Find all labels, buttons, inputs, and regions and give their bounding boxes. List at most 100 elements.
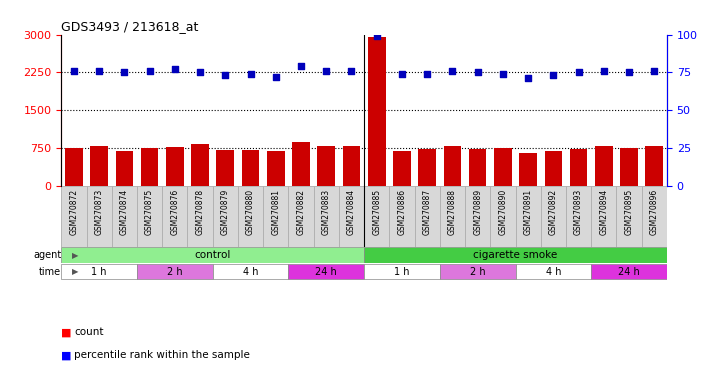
Bar [317,146,335,186]
Text: GSM270879: GSM270879 [221,189,230,235]
Text: GSM270892: GSM270892 [549,189,558,235]
Bar [440,186,465,247]
Point [624,70,635,76]
Bar [238,186,263,247]
Point [321,68,332,74]
Text: ▶: ▶ [72,267,79,276]
Bar [368,37,386,186]
Bar [541,186,566,247]
Bar [292,142,310,186]
Point [195,70,206,76]
Point [346,68,358,74]
Bar [61,186,87,247]
Point [296,63,307,70]
Bar [242,150,260,186]
Text: GSM270881: GSM270881 [271,189,280,235]
Bar [516,264,591,280]
Bar [61,248,364,263]
Bar [137,264,213,280]
Text: GSM270880: GSM270880 [246,189,255,235]
Text: 1 h: 1 h [394,267,410,277]
Bar [339,186,364,247]
Point [472,70,484,76]
Bar [213,264,288,280]
Bar [90,146,108,186]
Text: 24 h: 24 h [618,267,640,277]
Text: GSM270886: GSM270886 [397,189,407,235]
Bar [364,186,389,247]
Bar [267,151,285,186]
Bar [490,186,516,247]
Point [220,73,231,79]
Text: GSM270895: GSM270895 [624,189,634,235]
Point [548,73,559,79]
Bar [187,186,213,247]
Point [94,68,105,74]
Point [371,33,383,39]
Text: 2 h: 2 h [167,267,182,277]
Text: ■: ■ [61,327,75,337]
Text: ■: ■ [61,350,75,360]
Text: 24 h: 24 h [315,267,337,277]
Text: GSM270878: GSM270878 [195,189,205,235]
Bar [389,186,415,247]
Bar [591,186,616,247]
Bar [516,186,541,247]
Point [421,71,433,77]
Text: 4 h: 4 h [546,267,561,277]
Bar [314,186,339,247]
Bar [591,264,667,280]
Point [497,71,509,77]
Point [270,74,282,80]
Bar [112,186,137,247]
Bar [115,151,133,186]
Text: GSM270872: GSM270872 [69,189,79,235]
Point [245,71,257,77]
Text: GSM270885: GSM270885 [372,189,381,235]
Text: 4 h: 4 h [243,267,258,277]
Point [68,68,80,74]
Text: GSM270888: GSM270888 [448,189,457,235]
Bar [566,186,591,247]
Text: GSM270883: GSM270883 [322,189,331,235]
Text: GSM270893: GSM270893 [574,189,583,235]
Point [397,71,408,77]
Bar [440,264,516,280]
Bar [191,144,209,186]
Bar [364,248,667,263]
Bar [494,148,512,186]
Bar [342,146,360,186]
Bar [162,186,187,247]
Text: GSM270896: GSM270896 [650,189,659,235]
Text: ▶: ▶ [72,251,79,260]
Bar [645,146,663,186]
Text: GSM270876: GSM270876 [170,189,180,235]
Bar [141,148,159,186]
Text: GSM270884: GSM270884 [347,189,356,235]
Point [169,66,181,73]
Text: cigarette smoke: cigarette smoke [474,250,557,260]
Text: percentile rank within the sample: percentile rank within the sample [74,350,250,360]
Bar [642,186,667,247]
Bar [544,151,562,186]
Bar [166,147,184,186]
Bar [213,186,238,247]
Bar [469,149,487,186]
Bar [616,186,642,247]
Bar [288,264,364,280]
Text: GSM270873: GSM270873 [94,189,104,235]
Bar [415,186,440,247]
Text: count: count [74,327,104,337]
Text: GDS3493 / 213618_at: GDS3493 / 213618_at [61,20,199,33]
Point [118,70,131,76]
Point [522,75,534,81]
Text: 1 h: 1 h [92,267,107,277]
Text: time: time [39,267,61,277]
Bar [61,264,137,280]
Bar [288,186,314,247]
Bar [87,186,112,247]
Text: control: control [195,250,231,260]
Bar [443,146,461,186]
Point [447,68,459,74]
Bar [620,148,638,186]
